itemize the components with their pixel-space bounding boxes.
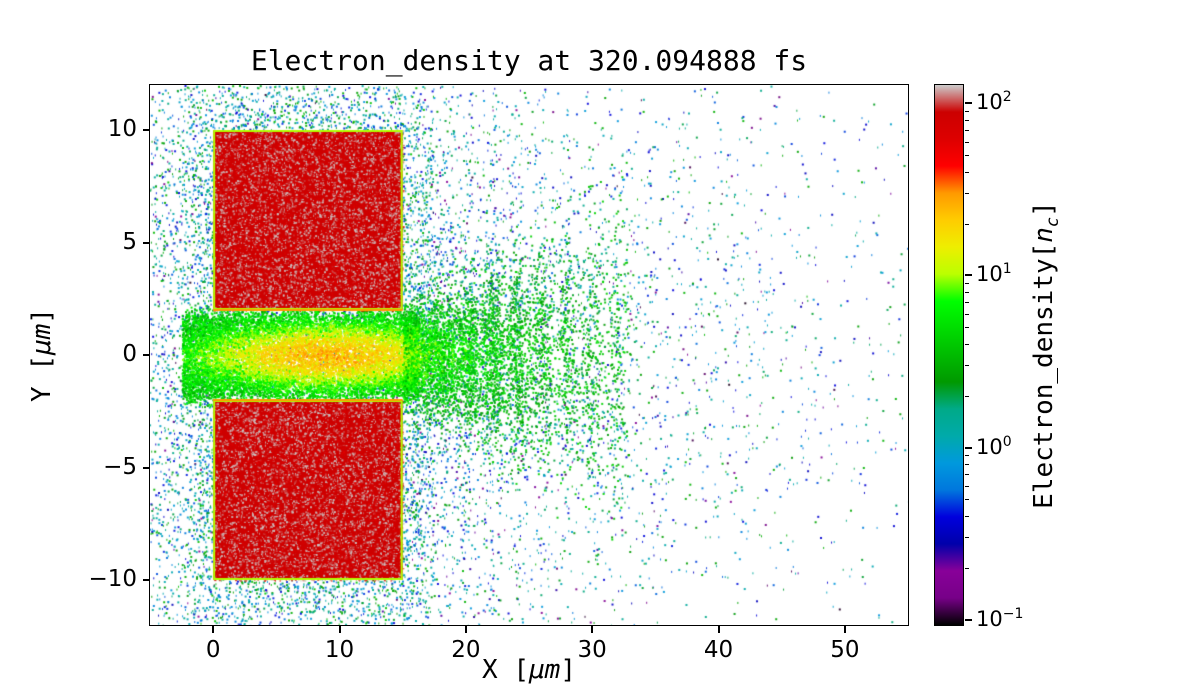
colorbar-minor-tick-mark	[965, 485, 969, 487]
colorbar-minor-tick-mark	[965, 283, 969, 285]
y-tick-mark	[143, 241, 150, 244]
y-tick-mark	[143, 354, 150, 356]
colorbar-tick-label: 100	[976, 433, 1012, 459]
x-tick-label: 30	[577, 637, 607, 663]
colorbar-label-var: n	[1028, 227, 1059, 243]
colorbar-minor-tick-mark	[965, 302, 969, 304]
y-axis-label-close: ]	[27, 308, 57, 324]
x-tick-label: 20	[451, 637, 481, 663]
x-tick-mark	[717, 626, 720, 633]
colorbar-minor-tick-mark	[965, 313, 969, 315]
colorbar-minor-tick-mark	[965, 141, 969, 143]
x-tick-label: 10	[324, 637, 355, 663]
y-axis-label: Y [μm]	[27, 308, 57, 402]
colorbar-minor-tick-mark	[965, 395, 969, 397]
y-tick-label: 0	[122, 341, 137, 367]
colorbar-tick-label: 101	[976, 261, 1012, 287]
colorbar-major-tick-mark	[965, 102, 972, 105]
colorbar-minor-tick-mark	[965, 515, 969, 517]
colorbar-minor-tick-mark	[965, 120, 969, 122]
y-tick-label: −5	[103, 453, 137, 480]
colorbar-minor-tick-mark	[965, 537, 969, 539]
x-axis-label-unit: μm	[529, 655, 561, 685]
colorbar-label-sub: c	[1043, 216, 1064, 228]
x-tick-mark	[338, 626, 341, 633]
colorbar-minor-tick-mark	[965, 155, 969, 157]
chart-title: Electron_density at 320.094888 fs	[250, 44, 808, 77]
y-axis-label-text: Y [	[27, 355, 57, 402]
y-tick-label: 10	[107, 116, 137, 142]
colorbar-major-tick-mark	[965, 446, 972, 449]
colorbar-gradient	[935, 85, 963, 625]
colorbar-minor-tick-mark	[965, 130, 969, 132]
colorbar-tick-label: 10−1	[976, 605, 1024, 631]
colorbar-minor-tick-mark	[965, 171, 969, 173]
x-tick-label: 0	[205, 637, 221, 663]
colorbar-major-tick-mark	[965, 274, 972, 277]
x-tick-mark	[464, 626, 467, 633]
x-tick-label: 50	[830, 637, 860, 663]
colorbar-major-tick-mark	[965, 618, 972, 621]
x-axis-label: X [μm]	[150, 655, 908, 685]
y-tick-label: −10	[88, 566, 137, 592]
y-axis-label-unit: μm	[27, 323, 57, 355]
x-axis-label-close: ]	[560, 655, 576, 685]
colorbar-minor-tick-mark	[965, 365, 969, 367]
colorbar-label-close: ]	[1028, 201, 1059, 217]
colorbar-tick-label: 102	[976, 89, 1012, 115]
colorbar-minor-tick-mark	[965, 464, 969, 466]
colorbar-minor-tick-mark	[965, 455, 969, 457]
x-axis-label-text: X [	[482, 655, 529, 685]
colorbar-label-text: Electron_density[	[1028, 242, 1059, 509]
colorbar-label: Electron_density[nc]	[1029, 201, 1063, 509]
density-heatmap-canvas	[150, 85, 908, 625]
x-tick-mark	[843, 626, 846, 633]
y-tick-mark	[143, 466, 150, 469]
x-tick-label: 40	[703, 637, 734, 663]
colorbar-minor-tick-mark	[965, 343, 969, 345]
y-tick-label: 5	[122, 228, 137, 255]
x-tick-mark	[591, 626, 594, 633]
x-tick-mark	[212, 626, 215, 633]
colorbar-minor-tick-mark	[965, 567, 969, 569]
colorbar-minor-tick-mark	[965, 474, 969, 476]
colorbar-minor-tick-mark	[965, 111, 969, 113]
y-tick-mark	[143, 579, 150, 581]
plot-area	[149, 84, 909, 626]
colorbar-minor-tick-mark	[965, 223, 969, 225]
colorbar-minor-tick-mark	[965, 292, 969, 294]
colorbar-minor-tick-mark	[965, 193, 969, 195]
colorbar-minor-tick-mark	[965, 499, 969, 501]
colorbar	[934, 84, 964, 626]
colorbar-minor-tick-mark	[965, 327, 969, 329]
y-tick-mark	[143, 129, 150, 131]
